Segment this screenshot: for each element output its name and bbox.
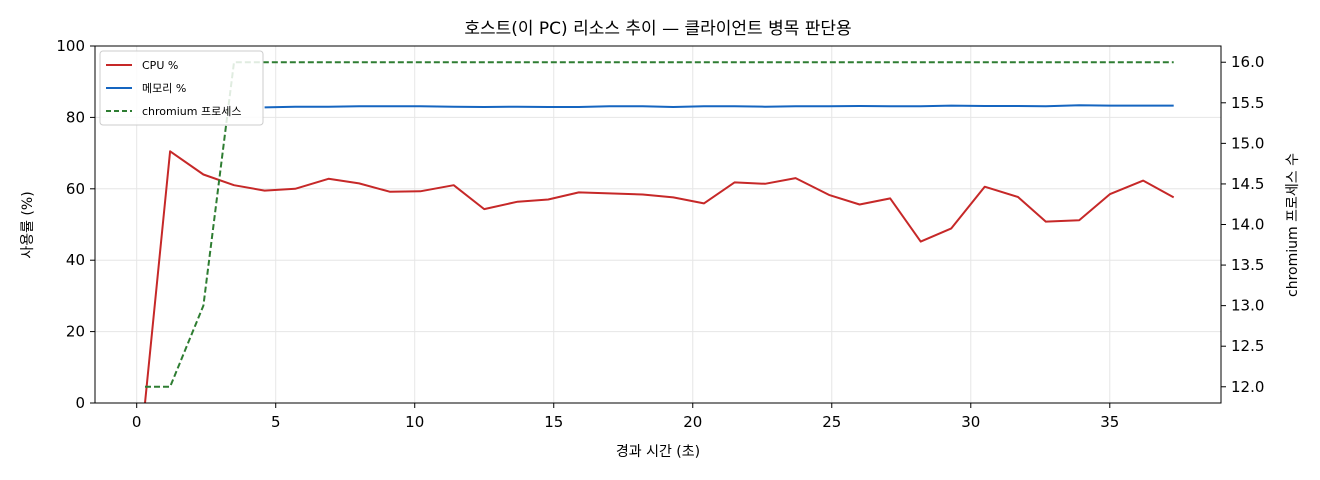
- right-tick-label: 14.5: [1231, 175, 1264, 193]
- series-layer: [144, 61, 1175, 404]
- left-tick-label: 0: [75, 394, 85, 412]
- x-tick-label: 5: [271, 413, 281, 431]
- series-line: [145, 61, 1174, 388]
- right-tick-label: 13.0: [1231, 297, 1264, 315]
- left-axis-ticks: 0 20 40 60 80 100: [56, 37, 95, 412]
- right-tick-label: 14.0: [1231, 216, 1264, 234]
- right-axis-label: chromium 프로세스 수: [1285, 153, 1301, 297]
- x-tick-label: 25: [822, 413, 841, 431]
- legend-entry: CPU %: [142, 59, 178, 72]
- x-tick-label: 10: [405, 413, 424, 431]
- left-tick-label: 100: [56, 37, 85, 55]
- legend-entry: 메모리 %: [142, 82, 186, 95]
- legend-frame: [99, 50, 264, 126]
- chart-title: 호스트(이 PC) 리소스 추이 — 클라이언트 병목 판단용: [464, 19, 851, 39]
- right-tick-label: 16.0: [1231, 53, 1264, 71]
- right-tick-label: 15.0: [1231, 134, 1264, 152]
- x-tick-label: 20: [683, 413, 702, 431]
- left-axis-label: 사용률 (%): [20, 191, 36, 258]
- plot-frame: [94, 45, 1222, 404]
- x-axis-ticks: 0 5 10 15 20 25 30 35: [132, 403, 1119, 431]
- grid-lines: [95, 45, 1221, 404]
- right-tick-label: 12.0: [1231, 378, 1264, 396]
- right-tick-label: 12.5: [1231, 337, 1264, 355]
- left-tick-label: 20: [66, 323, 85, 341]
- x-axis-label: 경과 시간 (초): [616, 444, 700, 460]
- left-tick-label: 80: [66, 108, 85, 126]
- right-tick-label: 13.5: [1231, 256, 1264, 274]
- x-tick-label: 0: [132, 413, 142, 431]
- legend: CPU % 메모리 % chromium 프로세스: [99, 50, 264, 126]
- series-line: [264, 104, 1174, 109]
- x-tick-label: 15: [544, 413, 563, 431]
- x-tick-label: 35: [1100, 413, 1119, 431]
- left-tick-label: 40: [66, 251, 85, 269]
- x-tick-label: 30: [961, 413, 980, 431]
- legend-entry: chromium 프로세스: [142, 105, 241, 118]
- series-line: [144, 150, 1175, 404]
- right-axis-ticks: 12.0 12.5 13.0 13.5 14.0 14.5 15.0 15.5 16.0: [1221, 53, 1264, 396]
- left-tick-label: 60: [66, 180, 85, 198]
- right-tick-label: 15.5: [1231, 94, 1264, 112]
